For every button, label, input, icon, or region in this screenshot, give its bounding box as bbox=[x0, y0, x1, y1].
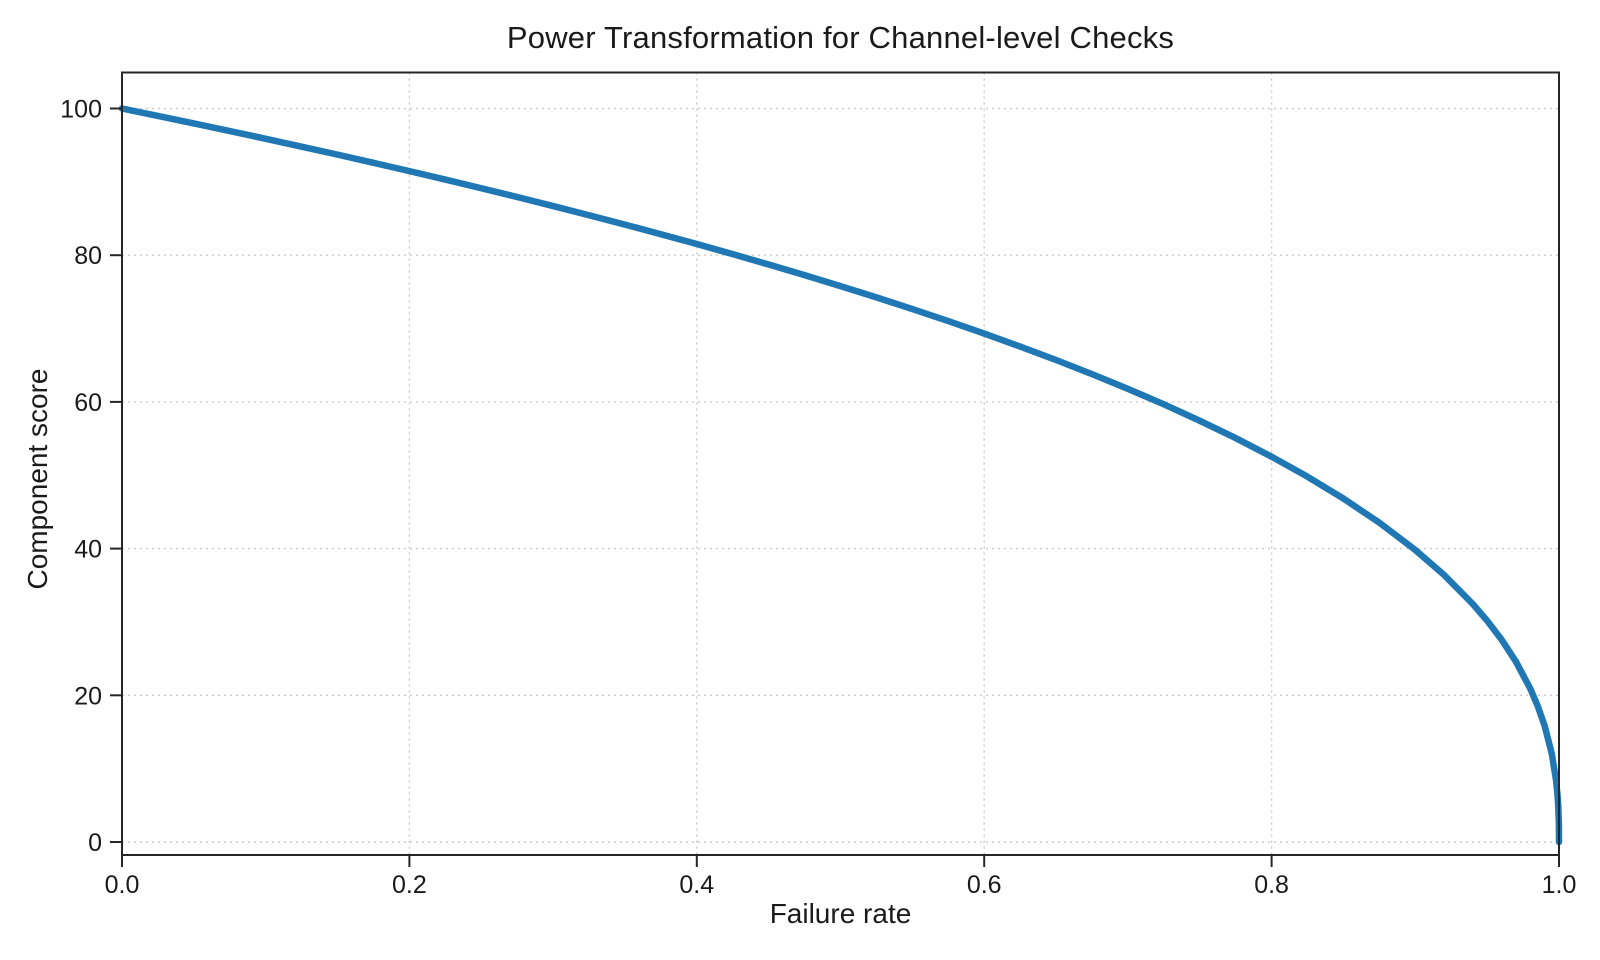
y-tick-label: 60 bbox=[74, 389, 102, 417]
y-tick-label: 20 bbox=[74, 682, 102, 710]
x-tick-label: 0.0 bbox=[105, 871, 140, 899]
chart-frame bbox=[121, 71, 1560, 856]
y-tick-label: 80 bbox=[74, 242, 102, 270]
chart-title: Power Transformation for Channel-level C… bbox=[506, 20, 1175, 55]
y-tick-label: 0 bbox=[88, 829, 102, 857]
x-tick-label: 0.8 bbox=[1254, 871, 1289, 899]
x-tick-label: 0.6 bbox=[967, 871, 1002, 899]
x-tick-label: 1.0 bbox=[1542, 871, 1577, 899]
x-axis-label: Failure rate bbox=[769, 898, 912, 929]
y-tick-label: 100 bbox=[60, 96, 102, 124]
y-tick-label: 40 bbox=[74, 536, 102, 564]
y-axis-label: Component score bbox=[22, 368, 53, 590]
x-tick-label: 0.2 bbox=[392, 871, 427, 899]
x-tick-label: 0.4 bbox=[679, 871, 714, 899]
curve-line bbox=[118, 105, 1563, 846]
